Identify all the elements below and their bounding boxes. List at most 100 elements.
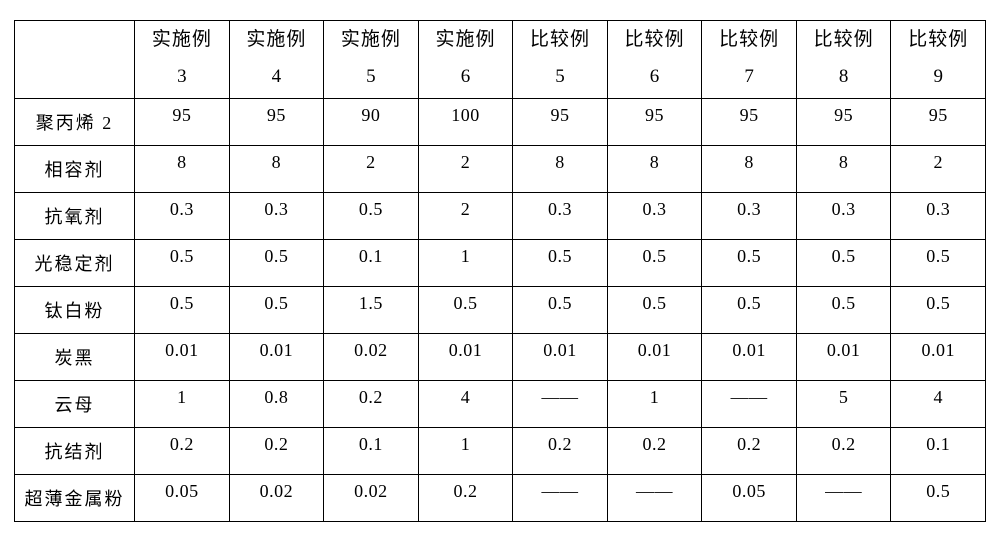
cell: 0.2 — [607, 428, 702, 475]
cell: 0.3 — [513, 193, 608, 240]
cell: 0.5 — [796, 287, 891, 334]
cell: 1 — [418, 428, 513, 475]
cell: 0.01 — [891, 334, 986, 381]
row-label: 钛白粉 — [15, 287, 135, 334]
header-col-7: 比较例 7 — [702, 21, 797, 99]
cell: 0.05 — [702, 475, 797, 522]
cell: —— — [796, 475, 891, 522]
cell: 0.2 — [796, 428, 891, 475]
cell: 0.8 — [229, 381, 324, 428]
cell: 2 — [891, 146, 986, 193]
table-row: 炭黑 0.01 0.01 0.02 0.01 0.01 0.01 0.01 0.… — [15, 334, 986, 381]
cell: 4 — [891, 381, 986, 428]
header-col-4: 实施例 6 — [418, 21, 513, 99]
row-label: 抗结剂 — [15, 428, 135, 475]
table-row: 超薄金属粉 0.05 0.02 0.02 0.2 —— —— 0.05 —— 0… — [15, 475, 986, 522]
table-row: 光稳定剂 0.5 0.5 0.1 1 0.5 0.5 0.5 0.5 0.5 — [15, 240, 986, 287]
cell: 0.5 — [513, 287, 608, 334]
cell: 0.2 — [513, 428, 608, 475]
header-line2: 9 — [891, 52, 985, 89]
header-line2: 5 — [513, 52, 607, 89]
cell: 5 — [796, 381, 891, 428]
cell: 4 — [418, 381, 513, 428]
cell: 0.01 — [702, 334, 797, 381]
header-col-8: 比较例 8 — [796, 21, 891, 99]
cell: 0.3 — [135, 193, 230, 240]
cell: 0.1 — [324, 428, 419, 475]
cell: 95 — [229, 99, 324, 146]
cell: 0.02 — [324, 334, 419, 381]
cell: 0.5 — [418, 287, 513, 334]
table-row: 抗结剂 0.2 0.2 0.1 1 0.2 0.2 0.2 0.2 0.1 — [15, 428, 986, 475]
cell: 0.3 — [702, 193, 797, 240]
row-label: 聚丙烯 2 — [15, 99, 135, 146]
header-col-3: 实施例 5 — [324, 21, 419, 99]
cell: 95 — [513, 99, 608, 146]
cell: 2 — [418, 193, 513, 240]
header-col-6: 比较例 6 — [607, 21, 702, 99]
cell: 0.5 — [607, 240, 702, 287]
cell: 0.5 — [891, 240, 986, 287]
row-label: 超薄金属粉 — [15, 475, 135, 522]
header-line1: 比较例 — [702, 21, 796, 52]
row-label: 炭黑 — [15, 334, 135, 381]
cell: 0.01 — [229, 334, 324, 381]
data-table: 实施例 3 实施例 4 实施例 5 实施例 6 比较例 5 — [14, 20, 986, 522]
header-line1: 实施例 — [230, 21, 324, 52]
table-row: 云母 1 0.8 0.2 4 —— 1 —— 5 4 — [15, 381, 986, 428]
cell: 0.5 — [229, 240, 324, 287]
header-line1 — [15, 21, 134, 29]
header-col-9: 比较例 9 — [891, 21, 986, 99]
cell: 0.01 — [135, 334, 230, 381]
header-line1: 实施例 — [419, 21, 513, 52]
cell: 0.2 — [135, 428, 230, 475]
header-line1: 实施例 — [135, 21, 229, 52]
header-line1: 比较例 — [608, 21, 702, 52]
cell: 0.1 — [891, 428, 986, 475]
table-row: 钛白粉 0.5 0.5 1.5 0.5 0.5 0.5 0.5 0.5 0.5 — [15, 287, 986, 334]
cell: 1.5 — [324, 287, 419, 334]
cell: 2 — [418, 146, 513, 193]
cell: 0.3 — [796, 193, 891, 240]
cell: 0.5 — [135, 287, 230, 334]
cell: 0.5 — [135, 240, 230, 287]
cell: 0.1 — [324, 240, 419, 287]
cell: 95 — [135, 99, 230, 146]
header-line2: 7 — [702, 52, 796, 89]
row-label: 抗氧剂 — [15, 193, 135, 240]
header-line2: 6 — [608, 52, 702, 89]
header-row: 实施例 3 实施例 4 实施例 5 实施例 6 比较例 5 — [15, 21, 986, 99]
cell: —— — [513, 475, 608, 522]
cell: 1 — [418, 240, 513, 287]
row-label: 相容剂 — [15, 146, 135, 193]
cell: 0.01 — [418, 334, 513, 381]
cell: 0.3 — [891, 193, 986, 240]
cell: 8 — [513, 146, 608, 193]
cell: 95 — [796, 99, 891, 146]
cell: 0.5 — [702, 287, 797, 334]
row-label: 光稳定剂 — [15, 240, 135, 287]
cell: —— — [702, 381, 797, 428]
cell: 0.3 — [229, 193, 324, 240]
cell: 100 — [418, 99, 513, 146]
cell: 0.2 — [702, 428, 797, 475]
header-line2: 5 — [324, 52, 418, 89]
cell: 8 — [135, 146, 230, 193]
cell: 2 — [324, 146, 419, 193]
cell: 0.02 — [324, 475, 419, 522]
header-line2 — [15, 29, 134, 43]
cell: 1 — [607, 381, 702, 428]
cell: 95 — [702, 99, 797, 146]
cell: 8 — [702, 146, 797, 193]
header-line2: 6 — [419, 52, 513, 89]
cell: 0.01 — [796, 334, 891, 381]
cell: 0.5 — [229, 287, 324, 334]
cell: 0.5 — [796, 240, 891, 287]
header-col-5: 比较例 5 — [513, 21, 608, 99]
cell: 0.5 — [891, 287, 986, 334]
cell: 0.05 — [135, 475, 230, 522]
cell: 95 — [607, 99, 702, 146]
cell: 0.5 — [513, 240, 608, 287]
cell: 0.01 — [607, 334, 702, 381]
cell: —— — [513, 381, 608, 428]
